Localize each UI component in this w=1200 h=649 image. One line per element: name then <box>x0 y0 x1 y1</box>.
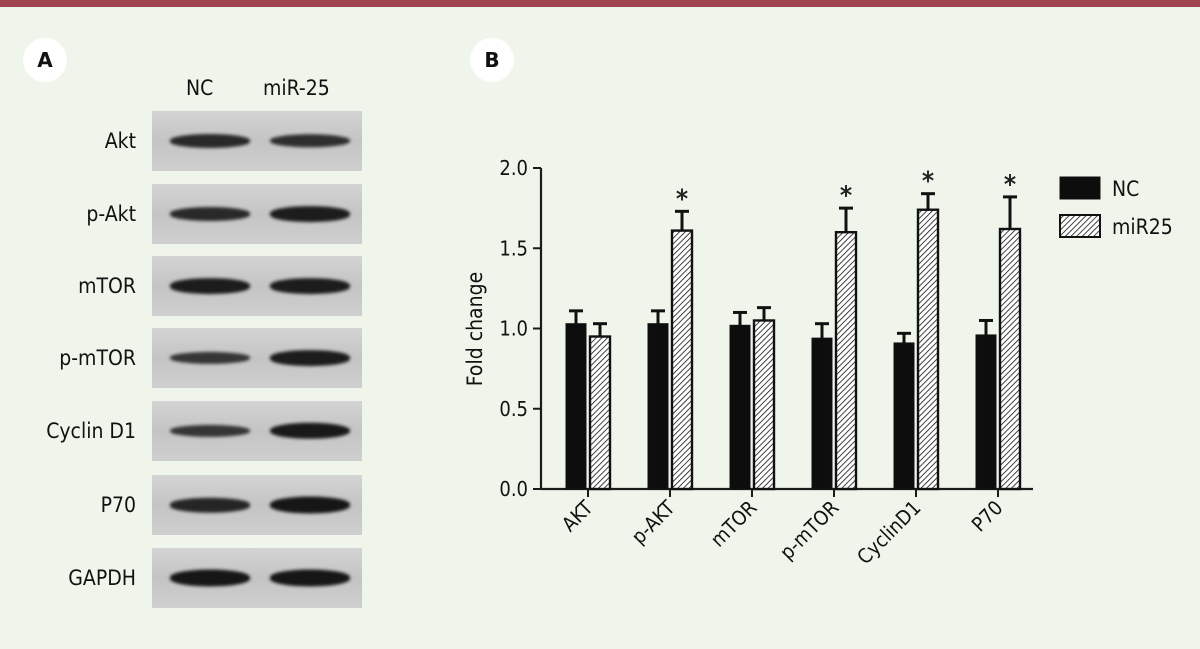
blot-band-nc <box>170 424 250 438</box>
bar-mir25 <box>834 230 858 491</box>
bar-nc <box>893 342 915 490</box>
bar-mir25 <box>916 208 940 491</box>
significance-star: * <box>676 184 688 214</box>
y-axis: 0.0 0.5 1.0 1.5 2.0 <box>499 156 543 501</box>
blot-band-mir <box>270 350 350 366</box>
blot-band-nc <box>170 207 250 221</box>
chart-legend: NC miR25 <box>1059 176 1173 239</box>
blot-strip <box>152 111 362 171</box>
bar-nc <box>729 324 751 490</box>
blot-strip <box>152 328 362 388</box>
blot-band-mir <box>270 206 350 222</box>
x-tick-label: mTOR <box>706 496 762 552</box>
y-tick-label: 0.5 <box>499 397 528 421</box>
blot-band-mir <box>270 422 350 440</box>
bar-mir25 <box>752 319 776 491</box>
y-axis-label: Fold change <box>463 272 487 386</box>
blot-band-nc <box>170 497 250 513</box>
blot-label-mtor: mTOR <box>78 274 136 298</box>
blot-label-cyclin-d1: Cyclin D1 <box>46 419 136 443</box>
blot-band-nc <box>170 351 250 365</box>
y-tick-label: 2.0 <box>499 156 528 180</box>
lane-header-mir25: miR-25 <box>263 76 330 100</box>
blot-band-mir <box>270 278 350 294</box>
bar-nc <box>647 323 669 490</box>
blot-band-mir <box>270 569 350 587</box>
blot-label-akt: Akt <box>104 129 136 153</box>
bar-mir25 <box>670 229 694 491</box>
x-tick-label: CyclinD1 <box>852 496 925 569</box>
blot-strip <box>152 184 362 244</box>
blot-band-nc <box>170 569 250 587</box>
blot-label-p-mtor: p-mTOR <box>59 346 136 370</box>
bar-nc <box>565 323 587 490</box>
blot-band-mir <box>270 134 350 148</box>
blot-band-nc <box>170 278 250 294</box>
bar-nc <box>811 337 833 490</box>
x-axis: AKT p-AKT mTOR p-mTOR CyclinD1 P70 <box>541 487 1033 569</box>
x-tick-label: p-mTOR <box>775 496 844 565</box>
panel-a-badge: A <box>23 38 67 82</box>
blot-strip <box>152 475 362 535</box>
y-tick-label: 1.5 <box>499 236 528 260</box>
x-tick-label: P70 <box>967 496 1008 537</box>
legend-label: NC <box>1112 177 1139 201</box>
blot-band-mir <box>270 496 350 514</box>
legend-label: miR25 <box>1112 215 1173 239</box>
panel-b-badge: B <box>470 38 514 82</box>
lane-header-nc: NC <box>186 76 214 100</box>
blot-strip <box>152 548 362 608</box>
blot-label-p-akt: p-Akt <box>86 202 136 226</box>
blot-label-p70: P70 <box>100 493 136 517</box>
bar-mir25 <box>588 335 612 491</box>
top-accent-bar <box>0 0 1200 7</box>
significance-star: * <box>922 167 934 197</box>
blot-strip <box>152 401 362 461</box>
significance-star: * <box>1004 170 1016 200</box>
blot-strip <box>152 256 362 316</box>
x-tick-label: p-AKT <box>626 495 680 549</box>
legend-swatch <box>1059 176 1101 200</box>
bar-mir25 <box>998 227 1022 491</box>
bar-nc <box>975 334 997 490</box>
significance-star: * <box>840 181 852 211</box>
x-tick-label: AKT <box>557 495 598 536</box>
y-tick-label: 1.0 <box>499 317 528 341</box>
blot-band-nc <box>170 134 250 148</box>
bar-series: * * * * <box>565 167 1022 491</box>
blot-label-gapdh: GAPDH <box>68 566 136 590</box>
y-tick-label: 0.0 <box>499 477 528 501</box>
legend-swatch <box>1059 214 1101 238</box>
